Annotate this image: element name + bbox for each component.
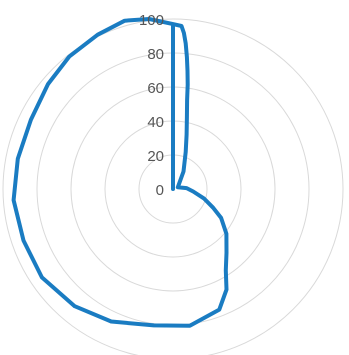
data-point-28 [23,240,24,241]
data-point-21 [226,289,227,291]
grid-ring-100 [2,18,344,355]
data-point-11 [183,171,184,172]
radial-tick-labels: 0 20 40 60 80 100 [139,12,164,199]
data-point-12 [177,186,179,188]
data-point-4 [186,56,188,58]
data-point-8 [186,116,188,118]
data-point-24 [153,324,155,326]
data-point-37 [172,23,174,25]
data-point-13 [186,187,188,189]
data-point-18 [225,233,227,235]
data-point-2 [183,32,185,34]
tick-label-20: 20 [147,148,164,165]
data-point-6 [187,84,189,86]
data-point-31 [30,119,32,121]
radar-series [11,17,229,328]
data-point-20 [225,269,227,271]
tick-label-60: 60 [147,80,164,97]
data-point-9 [186,134,188,136]
tick-label-100: 100 [139,12,164,29]
data-point-27 [41,276,43,278]
data-point-35 [124,20,126,22]
data-point-1 [181,25,182,27]
tick-label-80: 80 [147,46,164,63]
data-point-33 [68,55,70,57]
data-point-17 [220,217,222,219]
data-point-22 [218,309,220,311]
data-point-3 [185,42,187,44]
data-point-29 [13,199,15,201]
data-point-15 [203,197,205,199]
data-point-7 [186,99,188,101]
data-point-19 [226,252,227,254]
data-point-26 [74,305,76,307]
data-point-5 [187,70,188,72]
data-point-30 [17,158,19,160]
tick-label-0: 0 [156,182,164,199]
data-point-14 [192,191,194,192]
tick-label-40: 40 [147,114,164,131]
data-point-25 [110,321,112,322]
data-point-36 [148,18,150,20]
data-point-34 [97,34,99,36]
series-line-0 [11,17,229,328]
data-point-10 [185,151,187,153]
data-point-23 [189,325,191,327]
data-point-32 [47,83,49,85]
data-point-16 [212,207,214,209]
